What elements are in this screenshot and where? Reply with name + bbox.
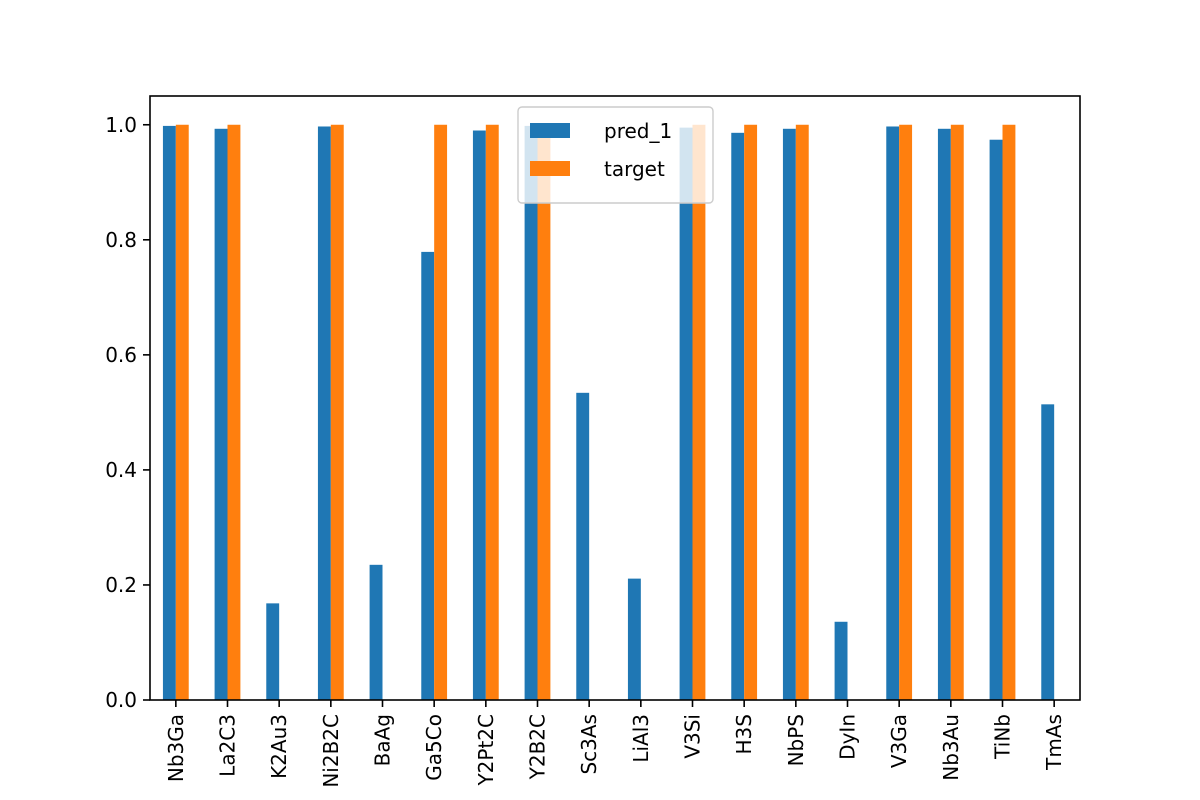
bar-pred-1-v3ga [886, 126, 900, 701]
y-tick-label: 0.0 [105, 688, 137, 712]
x-tick-label: Nb3Ga [164, 714, 188, 782]
y-tick-label: 0.8 [105, 228, 137, 252]
x-axis: Nb3Ga La2C3 K2Au3 Ni2B2C BaAg Ga5Co Y2Pt2C Y2B2… [164, 700, 1066, 788]
legend-label-target: target [604, 157, 665, 181]
x-tick-label: Y2Pt2C [474, 714, 498, 787]
y-tick-label: 0.2 [105, 573, 137, 597]
bar-pred-1-lial3 [627, 578, 641, 700]
bar-pred-1-v3si [679, 127, 693, 700]
bar-target-nb3au [950, 124, 964, 700]
y-tick-label: 1.0 [105, 113, 137, 137]
bar-target-h3s [744, 124, 758, 700]
x-tick-label: V3Ga [887, 714, 911, 768]
bar-pred-1-k2au3 [266, 603, 280, 700]
plot-frame [149, 95, 1081, 701]
bar-target-v3ga [899, 124, 913, 700]
x-tick-label: K2Au3 [267, 714, 291, 779]
bar-pred-1-ga5co [421, 251, 435, 700]
x-tick-label: Ni2B2C [319, 714, 343, 788]
x-tick-label: Nb3Au [939, 714, 963, 781]
bar-target-v3si [692, 124, 706, 700]
bar-pred-1-la2c3 [214, 128, 228, 701]
x-tick-label: La2C3 [216, 714, 240, 777]
bar-target-ga5co [434, 124, 448, 700]
bar-target-y2b2c [537, 124, 551, 700]
bar-pred-1-dyin [834, 621, 848, 700]
x-tick-label: DyIn [836, 714, 860, 760]
x-tick-label: BaAg [371, 714, 395, 766]
x-tick-label: TiNb [991, 714, 1015, 760]
bar-target-nbps [795, 124, 809, 700]
bar-pred-1-h3s [731, 132, 745, 700]
x-tick-label: H3S [732, 714, 756, 754]
x-tick-label: Y2B2C [526, 714, 550, 780]
bar-target-nb3ga [175, 124, 189, 700]
bar-target-la2c3 [227, 124, 241, 700]
y-axis: 0.0 0.2 0.4 0.6 0.8 1.0 [105, 113, 150, 712]
bar-target-tinb [1002, 124, 1016, 700]
bar-target-ni2b2c [330, 124, 344, 700]
x-tick-label: TmAs [1042, 714, 1066, 771]
bar-pred-1-y2pt2c [472, 130, 486, 700]
legend-label-pred-1: pred_1 [604, 119, 672, 143]
y-tick-label: 0.6 [105, 343, 137, 367]
bars-layer [162, 124, 1055, 701]
legend-swatch-target [530, 161, 570, 176]
x-tick-label: NbPS [784, 714, 808, 766]
bar-pred-1-sc3as [576, 392, 590, 700]
x-tick-label: Ga5Co [422, 714, 446, 781]
bar-pred-1-tmas [1041, 404, 1055, 700]
bar-target-y2pt2c [485, 124, 499, 700]
y-tick-label: 0.4 [105, 458, 137, 482]
bar-pred-1-nb3ga [162, 125, 176, 700]
legend-swatch-pred-1 [530, 123, 570, 138]
bar-pred-1-nb3au [937, 128, 951, 701]
bar-pred-1-y2b2c [524, 125, 538, 700]
x-tick-label: Sc3As [577, 714, 601, 775]
bar-pred-1-ni2b2c [317, 126, 331, 701]
bar-pred-1-nbps [782, 128, 796, 701]
x-tick-label: LiAl3 [629, 714, 653, 763]
bar-pred-1-tinb [989, 139, 1003, 701]
bar-pred-1-baag [369, 564, 383, 700]
x-tick-label: V3Si [681, 714, 705, 759]
